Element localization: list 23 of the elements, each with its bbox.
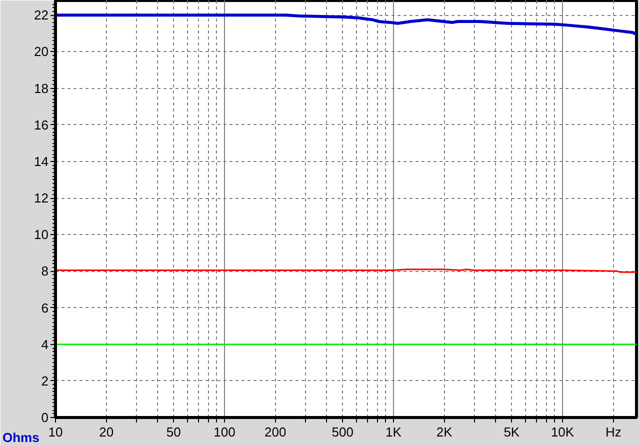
- y-tick-label: 12: [34, 190, 49, 206]
- y-tick-label: 6: [41, 300, 49, 316]
- x-tick-label: 1K: [386, 424, 402, 440]
- y-tick-label: 22: [34, 8, 49, 23]
- y-axis-title: Ohms: [2, 430, 40, 445]
- y-tick-label: 14: [34, 154, 49, 169]
- y-tick-label: 10: [34, 227, 49, 242]
- y-tick-label: 18: [34, 80, 49, 96]
- x-tick-label: 200: [264, 424, 286, 440]
- x-tick-label: 10K: [550, 424, 574, 440]
- x-tick-label: 2K: [436, 424, 453, 440]
- y-tick-label: 20: [34, 44, 49, 60]
- x-tick-label: 50: [166, 424, 181, 440]
- x-tick-label: 20: [99, 424, 114, 440]
- y-tick-label: 16: [34, 117, 49, 132]
- x-tick-label: 500: [332, 424, 354, 440]
- y-tick-label: 4: [41, 336, 49, 352]
- x-tick-label: Hz: [605, 424, 622, 440]
- x-tick-label: 5K: [504, 424, 520, 440]
- y-tick-label: 2: [41, 373, 49, 388]
- x-tick-label: 100: [214, 424, 236, 440]
- y-tick-label: 0: [41, 410, 49, 425]
- y-tick-label: 8: [41, 264, 49, 279]
